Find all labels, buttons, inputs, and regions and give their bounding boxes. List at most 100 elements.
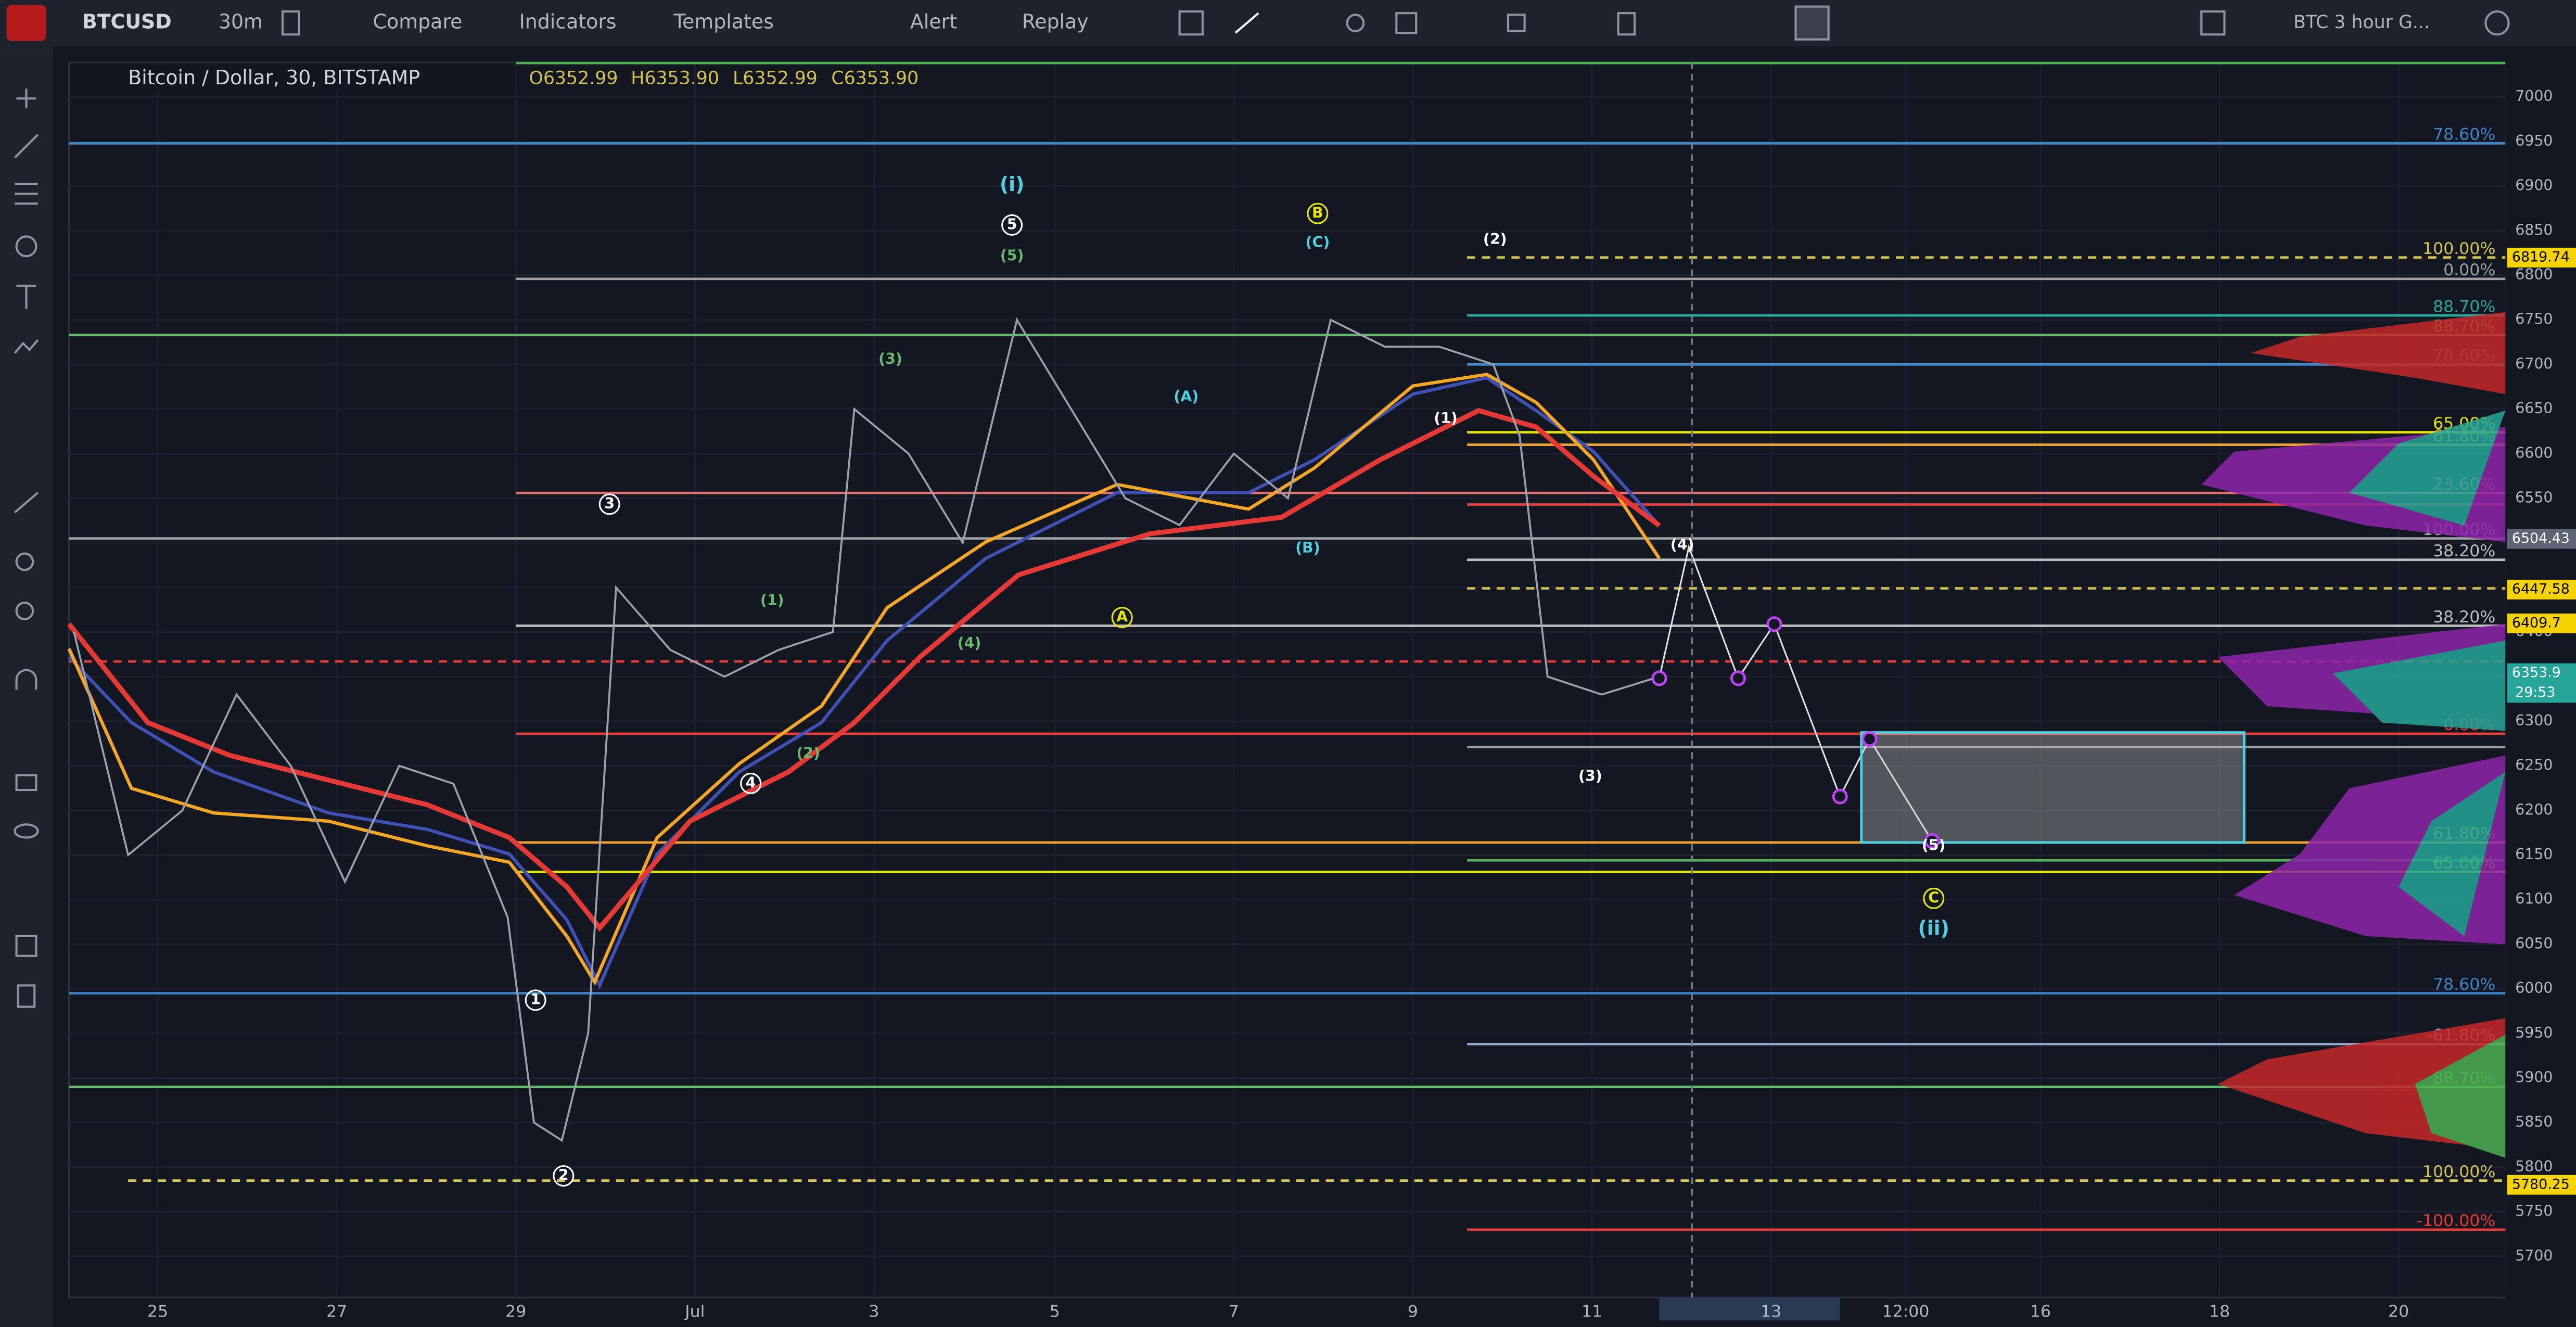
time-tick-label: 18 <box>2209 1303 2230 1321</box>
magnet-tool[interactable] <box>15 669 37 690</box>
wave-label: (1) <box>1434 410 1458 427</box>
chart-type-icon[interactable] <box>281 10 300 36</box>
ruler-tool[interactable] <box>14 492 39 514</box>
profile-block <box>2349 410 2506 526</box>
remove-tool[interactable] <box>17 984 36 1008</box>
trendline-tool[interactable] <box>14 134 39 159</box>
level-label: 38.20% <box>2433 542 2495 560</box>
settings-icon[interactable] <box>1346 14 1365 33</box>
wave-label: (5) <box>1000 247 1024 264</box>
price-tag <box>2507 248 2576 268</box>
ohlc: O6352.99 H6353.90 L6352.99 C6353.90 <box>529 68 919 88</box>
time-tick-label: 3 <box>869 1303 879 1321</box>
text-tool[interactable] <box>16 285 36 309</box>
wave-label: (3) <box>1578 768 1602 785</box>
left-icons <box>14 88 39 1008</box>
time-tick-label: 12:00 <box>1882 1303 1930 1321</box>
wave-label: (1) <box>760 592 784 609</box>
price-tick-label: 5700 <box>2515 1247 2553 1264</box>
gear-icon[interactable] <box>2484 10 2510 36</box>
plot-area[interactable] <box>68 61 2506 1298</box>
price-line <box>73 317 1660 1142</box>
price-tick-label: 6600 <box>2515 444 2553 462</box>
price-tag <box>2507 580 2576 599</box>
level-label: 38.20% <box>2433 608 2495 627</box>
symbol[interactable]: BTCUSD <box>82 10 172 33</box>
wave-circle <box>1001 214 1023 236</box>
price-tick-label: 6950 <box>2515 132 2553 149</box>
level-label: 0.00% <box>2443 261 2495 279</box>
visibility-tool[interactable] <box>14 823 39 839</box>
price-tick-label: 6550 <box>2515 489 2553 506</box>
time-tick-label: 9 <box>1408 1303 1418 1321</box>
ma-line <box>67 373 1661 986</box>
wave-label: (2) <box>1483 231 1507 248</box>
cursor-icon[interactable] <box>1178 10 1204 36</box>
replay-button[interactable]: Replay <box>1022 10 1089 33</box>
zoom-out-tool[interactable] <box>15 602 34 620</box>
countdown: 29:53 <box>2515 684 2555 700</box>
lock-tool[interactable] <box>15 774 37 792</box>
qr-icon[interactable] <box>1794 5 1830 41</box>
top-toolbar <box>0 0 2576 46</box>
layout-icon[interactable] <box>2200 10 2226 36</box>
price-tick-label: 5950 <box>2515 1024 2553 1041</box>
templates-button[interactable]: Templates <box>673 10 774 33</box>
time-tick-label: 5 <box>1050 1303 1060 1321</box>
pattern-tool[interactable] <box>15 235 37 258</box>
price-tag-label: 6504.43 <box>2512 530 2570 546</box>
price-tick-label: 5800 <box>2515 1158 2553 1175</box>
brush-icon[interactable] <box>1234 12 1259 34</box>
projection-point <box>1832 788 1848 805</box>
price-tick-label: 6250 <box>2515 757 2553 774</box>
wave-circle <box>1923 887 1945 909</box>
countdown-bg <box>2507 683 2576 703</box>
wave-labels: (i) 5 (5) (3) (1) (4) (2) 4 3 1 2 (A) (B) A B (C) (2) (1)… <box>525 173 1949 1187</box>
wave-label: (4) <box>958 634 981 652</box>
price-tick-label: 6750 <box>2515 311 2553 328</box>
wave-label: 1 <box>530 991 541 1008</box>
time-axis: 25 27 29 Jul 3 5 7 9 11 13 12:00 16 18 20 <box>147 1303 2409 1321</box>
price-tick-label: 6800 <box>2515 266 2553 283</box>
price-tags: 6819.74 6504.43 6447.58 6409.7 6353.9 29:53 57… <box>2507 248 2576 1195</box>
zoom-in-tool[interactable] <box>15 552 34 571</box>
crosshair-tool[interactable] <box>16 88 36 109</box>
interval[interactable]: 30m <box>219 10 263 33</box>
layout-name[interactable]: BTC 3 hour G... <box>2293 12 2430 33</box>
time-tick-label: 13 <box>1761 1303 1781 1321</box>
wave-label: (B) <box>1295 539 1320 556</box>
left-toolbar <box>0 46 53 1327</box>
time-tick-label: Jul <box>684 1303 705 1321</box>
layers-tool[interactable] <box>15 935 37 957</box>
wave-circle <box>553 1165 575 1187</box>
price-tick-label: 6050 <box>2515 935 2553 952</box>
wave-label: 5 <box>1007 215 1017 233</box>
snapshot-icon[interactable] <box>1395 12 1418 34</box>
price-tick-label: 6650 <box>2515 400 2553 417</box>
price-tick-label: 6850 <box>2515 221 2553 238</box>
projection-point <box>1651 670 1667 686</box>
ma-line <box>67 407 1661 932</box>
indicators-button[interactable]: Indicators <box>519 10 617 33</box>
price-tag <box>2507 1175 2576 1195</box>
wave-label: (C) <box>1305 234 1330 251</box>
time-tick-label: 27 <box>326 1303 347 1321</box>
wave-label: (A) <box>1174 388 1198 405</box>
target-box <box>1860 731 2246 844</box>
price-tick-label: 5750 <box>2515 1203 2553 1220</box>
price-tick-label: 6300 <box>2515 712 2553 729</box>
wave-label: A <box>1116 608 1128 626</box>
trash-icon[interactable] <box>1617 12 1636 36</box>
wave-label: (2) <box>796 745 820 762</box>
wave-label: (ii) <box>1918 917 1949 940</box>
lock-icon[interactable] <box>1507 14 1526 33</box>
price-tag-label: 6409.7 <box>2512 615 2561 631</box>
alert-button[interactable]: Alert <box>910 10 957 33</box>
grid: 5700 5750 5800 5850 5900 5950 6000 6050 6100 6150… <box>69 62 2553 1298</box>
profile-block <box>2399 772 2506 936</box>
fib-tool[interactable] <box>15 183 38 205</box>
prediction-tool[interactable] <box>14 339 39 354</box>
logo[interactable] <box>6 5 46 41</box>
ohlc-value: C6353.90 <box>831 68 919 88</box>
compare-button[interactable]: Compare <box>373 10 463 33</box>
